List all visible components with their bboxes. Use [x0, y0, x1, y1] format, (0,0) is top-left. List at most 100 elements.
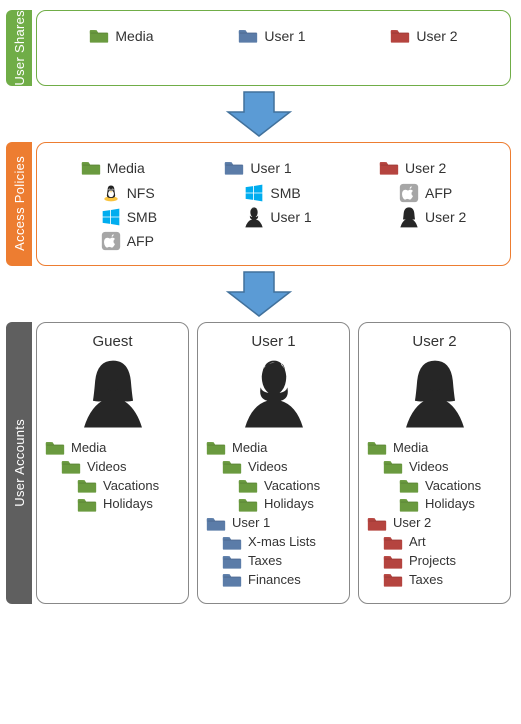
tree-label: Holidays [425, 496, 475, 513]
tree-node: Holidays [77, 496, 180, 513]
folder-icon [367, 440, 387, 456]
share-item: Media [89, 27, 153, 45]
tree-node: User 1 [206, 515, 341, 532]
tree-label: Vacations [264, 478, 320, 495]
tab-user-shares: User Shares [6, 10, 32, 86]
share-label: User 2 [416, 27, 457, 45]
folder-icon [399, 478, 419, 494]
account-card: User 2 Media Videos Vacations Holidays U… [358, 322, 511, 604]
tree-label: User 2 [393, 515, 431, 532]
tab-user-accounts: User Accounts [6, 322, 32, 604]
tree-node: X-mas Lists [222, 534, 341, 551]
folder-icon [222, 554, 242, 570]
policy-sub: SMB [101, 207, 157, 227]
avatar [45, 354, 180, 432]
tree-label: Videos [248, 459, 288, 476]
folder-icon [367, 516, 387, 532]
tree-label: Media [393, 440, 428, 457]
tree-node: Vacations [77, 478, 180, 495]
tree-label: Taxes [409, 572, 443, 589]
tree-node: Art [383, 534, 502, 551]
tree-label: X-mas Lists [248, 534, 316, 551]
tab-label: User Shares [12, 10, 27, 86]
section-access-policies: Access Policies Media NFS SMB AFP User [6, 142, 511, 266]
folder-icon [383, 554, 403, 570]
policy-group: User 1 SMB User 1 [224, 157, 311, 227]
folder-tree: Media Videos Vacations Holidays [45, 440, 180, 514]
person-male-icon [239, 354, 309, 432]
tree-node: User 2 [367, 515, 502, 532]
folder-icon [390, 28, 410, 44]
tree-node: Vacations [399, 478, 502, 495]
folder-icon [222, 572, 242, 588]
tab-label: Access Policies [12, 156, 27, 251]
account-card: User 1 Media Videos Vacations Holidays U… [197, 322, 350, 604]
section-user-accounts: User Accounts Guest Media Videos Vacatio… [6, 322, 511, 604]
windows-icon [101, 207, 121, 227]
person-female-icon [78, 354, 148, 432]
avatar [206, 354, 341, 432]
policy-sub-label: AFP [127, 233, 154, 249]
tree-node: Vacations [238, 478, 341, 495]
policy-sub-label: SMB [270, 185, 300, 201]
tree-node: Taxes [222, 553, 341, 570]
apple-icon [399, 182, 419, 204]
policy-sub-label: User 1 [270, 209, 311, 225]
folder-icon [238, 28, 258, 44]
tree-node: Finances [222, 572, 341, 589]
policy-sub: NFS [101, 183, 155, 203]
tree-label: Holidays [264, 496, 314, 513]
arrow-shares-to-policies [6, 90, 511, 138]
tree-node: Media [367, 440, 502, 457]
share-label: User 1 [264, 27, 305, 45]
person-female-icon [399, 205, 419, 229]
folder-icon [383, 572, 403, 588]
tree-node: Videos [222, 459, 341, 476]
tree-label: Videos [87, 459, 127, 476]
policy-folder: User 2 [379, 159, 446, 177]
policy-sub: SMB [244, 183, 300, 203]
tree-node: Videos [383, 459, 502, 476]
policy-folder: Media [81, 159, 145, 177]
folder-icon [77, 497, 97, 513]
policy-sub-label: SMB [127, 209, 157, 225]
folder-icon [89, 28, 109, 44]
tree-label: Media [232, 440, 267, 457]
tree-node: Media [45, 440, 180, 457]
folder-icon [238, 478, 258, 494]
account-title: Guest [45, 333, 180, 350]
policy-sub-label: User 2 [425, 209, 466, 225]
apple-icon [101, 230, 121, 252]
folder-label: Media [107, 159, 145, 177]
tree-node: Projects [383, 553, 502, 570]
folder-icon [224, 160, 244, 176]
folder-icon [383, 535, 403, 551]
tree-label: User 1 [232, 515, 270, 532]
folder-icon [383, 459, 403, 475]
folder-icon [81, 160, 101, 176]
policy-group: Media NFS SMB AFP [81, 157, 157, 251]
policy-sub-label: AFP [425, 185, 452, 201]
panel-user-shares: Media User 1 User 2 [36, 10, 511, 86]
tree-label: Finances [248, 572, 301, 589]
section-user-shares: User Shares Media User 1 User 2 [6, 10, 511, 86]
folder-icon [222, 459, 242, 475]
folder-icon [238, 497, 258, 513]
tab-access-policies: Access Policies [6, 142, 32, 266]
policy-sub: User 1 [244, 207, 311, 227]
share-label: Media [115, 27, 153, 45]
linux-icon [101, 183, 121, 203]
folder-icon [399, 497, 419, 513]
tree-label: Holidays [103, 496, 153, 513]
tree-node: Videos [61, 459, 180, 476]
person-male-icon [244, 205, 264, 229]
policy-group: User 2 AFP User 2 [379, 157, 466, 227]
share-item: User 2 [390, 27, 457, 45]
policy-sub-label: NFS [127, 185, 155, 201]
tree-label: Media [71, 440, 106, 457]
tree-label: Vacations [103, 478, 159, 495]
tree-label: Art [409, 534, 426, 551]
folder-icon [77, 478, 97, 494]
tree-node: Taxes [383, 572, 502, 589]
arrow-policies-to-accounts [6, 270, 511, 318]
